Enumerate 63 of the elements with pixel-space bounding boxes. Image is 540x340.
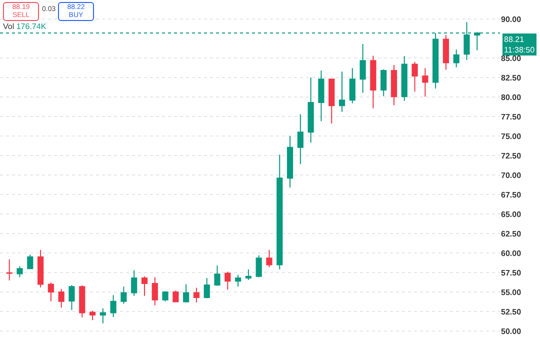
candlestick xyxy=(58,288,64,308)
candlestick xyxy=(286,136,294,188)
candlestick xyxy=(16,266,23,278)
y-tick-label: 77.50 xyxy=(501,112,522,122)
candlestick xyxy=(89,310,96,321)
y-tick-label: 82.50 xyxy=(501,73,522,82)
candlestick xyxy=(162,290,168,302)
candlestick xyxy=(120,286,127,304)
text: 11:38:50 xyxy=(504,45,536,54)
y-tick-label: 65.00 xyxy=(501,210,522,219)
candlestick xyxy=(152,276,158,306)
candlestick xyxy=(245,268,252,280)
candlestick xyxy=(412,61,418,92)
y-tick-label: 50.00 xyxy=(501,326,522,336)
annotation: Vol xyxy=(3,22,14,31)
y-tick-label: 57.50 xyxy=(501,268,522,278)
y-tick-label: 62.50 xyxy=(501,229,522,238)
y-tick-label: 70.00 xyxy=(501,170,522,180)
y-tick-label: 85.00 xyxy=(501,54,522,63)
candlestick xyxy=(442,34,449,70)
candlestick xyxy=(390,64,398,106)
candlestick xyxy=(266,249,272,268)
candlestick xyxy=(183,284,190,304)
candlestick xyxy=(131,270,138,296)
candlestick xyxy=(256,254,262,278)
candlestick xyxy=(224,271,231,290)
candlestick xyxy=(100,308,106,324)
y-tick-label: 60.00 xyxy=(501,248,522,258)
candlestick xyxy=(422,68,428,98)
candlestick xyxy=(318,70,324,122)
candlestick xyxy=(235,274,242,288)
candlestick xyxy=(79,284,86,318)
candlestick xyxy=(380,68,387,97)
candlestick xyxy=(370,55,376,109)
candlestick xyxy=(297,114,304,165)
annotation: 176.74K xyxy=(16,22,46,31)
y-tick-label: 80.00 xyxy=(501,92,522,102)
candlestick xyxy=(141,276,148,296)
y-tick-label: 67.50 xyxy=(501,190,522,200)
candlestick xyxy=(6,258,12,281)
candlestick xyxy=(276,154,283,270)
candlestick xyxy=(360,43,366,94)
candlestick xyxy=(27,254,34,270)
ref-line-label: 88.21 xyxy=(504,35,525,44)
candlestick xyxy=(193,287,200,304)
candlestick xyxy=(172,290,179,303)
candlestick xyxy=(308,77,314,144)
candlestick xyxy=(68,284,75,310)
y-tick-label: 90.00 xyxy=(501,14,522,24)
candlestick xyxy=(453,48,460,68)
candlestick xyxy=(110,294,116,318)
candlestick xyxy=(349,68,356,104)
candlestick xyxy=(204,277,210,299)
candlestick xyxy=(401,56,408,102)
y-tick-label: 72.50 xyxy=(501,151,522,160)
candlestick xyxy=(214,265,220,286)
candlestick xyxy=(338,71,346,112)
y-tick-label: 52.50 xyxy=(501,307,522,316)
candlestick xyxy=(48,282,54,302)
candlestick xyxy=(37,249,44,288)
y-tick-label: 55.00 xyxy=(501,288,522,297)
candlestick xyxy=(328,78,335,124)
y-tick-label: 75.00 xyxy=(501,132,522,141)
